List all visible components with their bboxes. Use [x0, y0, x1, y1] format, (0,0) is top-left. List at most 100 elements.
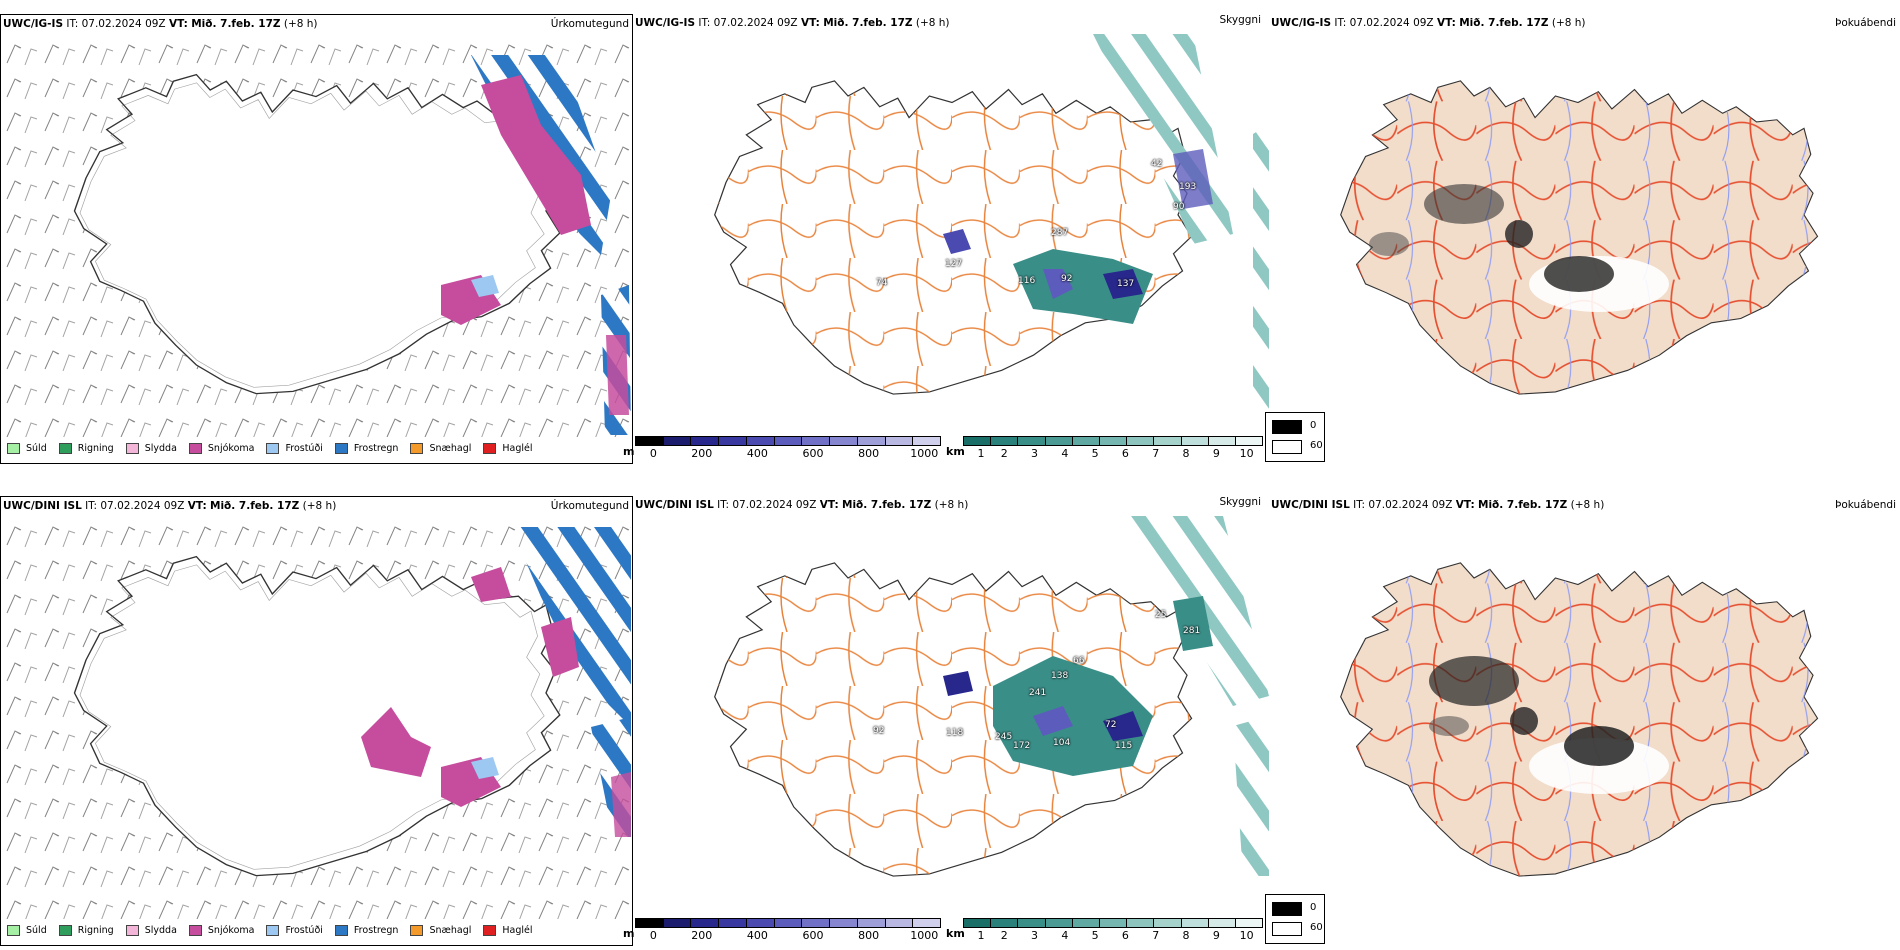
legend-swatch [7, 442, 20, 454]
legend-item: Frostúði [266, 924, 323, 936]
visibility-label: 90 [1173, 202, 1185, 212]
colorbar-tick: 4 [1061, 447, 1069, 460]
legend-swatch [125, 442, 139, 454]
legend-swatch [334, 442, 348, 454]
colorbar-tick: 8 [1182, 447, 1190, 460]
visibility-label: 116 [1018, 276, 1036, 286]
colorbar-tick: 6 [1121, 447, 1129, 460]
panel-field-name: Úrkomutegund [550, 18, 629, 30]
precip-map [1, 35, 631, 437]
colorbar-cell [1181, 919, 1209, 927]
legend-swatch [58, 442, 72, 454]
colorbar-tick: 5 [1091, 447, 1099, 460]
colorbar-tick: 1000 [910, 929, 939, 942]
panel-title: UWC/DINI ISL IT: 07.02.2024 09Z VT: Mið.… [3, 500, 337, 512]
cloud-panel-2: UWC/DINI ISL IT: 07.02.2024 09Z VT: Mið.… [623, 496, 1269, 946]
colorbar-tick: 3 [1031, 929, 1038, 942]
colorbar-cell [1072, 919, 1100, 927]
legend-item: Frostúði [266, 442, 323, 454]
visibility-label: 74 [876, 278, 888, 288]
colorbar-cell [636, 919, 664, 927]
colorbar-cell [964, 919, 992, 927]
legend-item: Snæhagl [410, 924, 471, 936]
colorbar-cell [964, 437, 992, 445]
colorbar-m: m 0 200 400 600 800 1000 [623, 436, 941, 468]
visibility-label: 193 [1179, 182, 1197, 192]
colorbar-tick: 400 [746, 447, 768, 460]
cloud-map [714, 516, 1269, 877]
colorbar-cell [1208, 437, 1236, 445]
colorbar-tick: 2 [1000, 447, 1008, 460]
colorbar-cell [774, 919, 803, 927]
colorbar-tick: 400 [746, 929, 768, 942]
colorbar-cell [802, 437, 831, 445]
fog-swatch [1272, 922, 1302, 936]
colorbar-tick: 200 [691, 447, 713, 460]
visibility-label: 137 [1117, 279, 1135, 289]
legend-swatch [266, 924, 280, 936]
visibility-label: 172 [1013, 741, 1031, 751]
colorbar-tick: 1 [977, 447, 985, 460]
colorbar-tick: 4 [1061, 929, 1069, 942]
colorbar-km: km 1 2 3 4 5 6 7 8 9 10 [946, 918, 1263, 950]
legend-item: Súld [7, 924, 47, 936]
colorbar-cell [774, 437, 803, 445]
visibility-label: 138 [1051, 671, 1069, 681]
colorbar-unit: m [623, 927, 635, 940]
colorbar-cell [1154, 437, 1182, 445]
colorbar-cell [991, 919, 1019, 927]
legend-swatch [266, 442, 280, 454]
colorbar-tick: 2 [1000, 929, 1008, 942]
legend-item: Slydda [125, 442, 177, 454]
colorbar-cell [830, 919, 858, 927]
fog-swatch [1272, 420, 1302, 434]
visibility-label: 245 [995, 732, 1013, 742]
visibility-label: 104 [1053, 738, 1071, 748]
panel-title: UWC/IG-IS IT: 07.02.2024 09Z VT: Mið. 7.… [1271, 17, 1586, 29]
colorbar-tick: 600 [802, 929, 824, 942]
colorbar-cell [746, 437, 775, 445]
colorbar-tick: 200 [691, 929, 713, 942]
colorbar-cell [1045, 437, 1073, 445]
panel-field-name: Úrkomutegund [550, 500, 629, 512]
legend-item: Haglél [483, 924, 533, 936]
colorbar-cell [663, 919, 692, 927]
visibility-label: 287 [1051, 228, 1069, 238]
colorbar-cell [663, 437, 692, 445]
colorbar-cell [913, 437, 941, 445]
legend-swatch [483, 442, 497, 454]
snjokoma-area [481, 75, 591, 235]
colorbar-cell [1127, 437, 1155, 445]
precip-map [1, 517, 631, 919]
colorbar-cell [830, 437, 858, 445]
colorbar-tick: 6 [1121, 929, 1129, 942]
colorbar-tick: 800 [858, 929, 880, 942]
panel-title: UWC/DINI ISL IT: 07.02.2024 09Z VT: Mið.… [635, 499, 969, 511]
colorbar-cell [1127, 919, 1155, 927]
legend-swatch [7, 924, 20, 936]
legend-item: Rigning [58, 442, 114, 454]
colorbar-cell [1072, 437, 1100, 445]
fog-swatch [1272, 440, 1302, 454]
legend-item: Rigning [58, 924, 114, 936]
cloud-panel-1: UWC/IG-IS IT: 07.02.2024 09Z VT: Mið. 7.… [623, 14, 1269, 464]
fog-panel-1: UWC/IG-IS IT: 07.02.2024 09Z VT: Mið. 7.… [1265, 14, 1900, 464]
precip-legend: Súld Rigning Slydda Snjókoma Frostúði Fr… [7, 439, 545, 457]
legend-swatch [58, 924, 72, 936]
precip-legend: Súld Rigning Slydda Snjókoma Frostúði Fr… [7, 921, 545, 939]
legend-item: Snjókoma [188, 924, 254, 936]
visibility-label: 42 [1151, 159, 1163, 169]
colorbar-tick: 9 [1212, 447, 1220, 460]
panel-field-name: Skyggni [1219, 496, 1262, 508]
visibility-label: 118 [946, 728, 964, 738]
colorbar-tick: 0 [649, 929, 657, 942]
colorbar-tick: 9 [1212, 929, 1220, 942]
colorbar-cell [857, 919, 886, 927]
legend-item: Frostregn [334, 924, 398, 936]
legend-item: Snæhagl [410, 442, 471, 454]
colorbar-cell [1045, 919, 1073, 927]
colorbar-cell [719, 919, 747, 927]
colorbar-cell [1181, 437, 1209, 445]
colorbar-cell [1099, 919, 1128, 927]
colorbar-tick: 800 [858, 447, 880, 460]
